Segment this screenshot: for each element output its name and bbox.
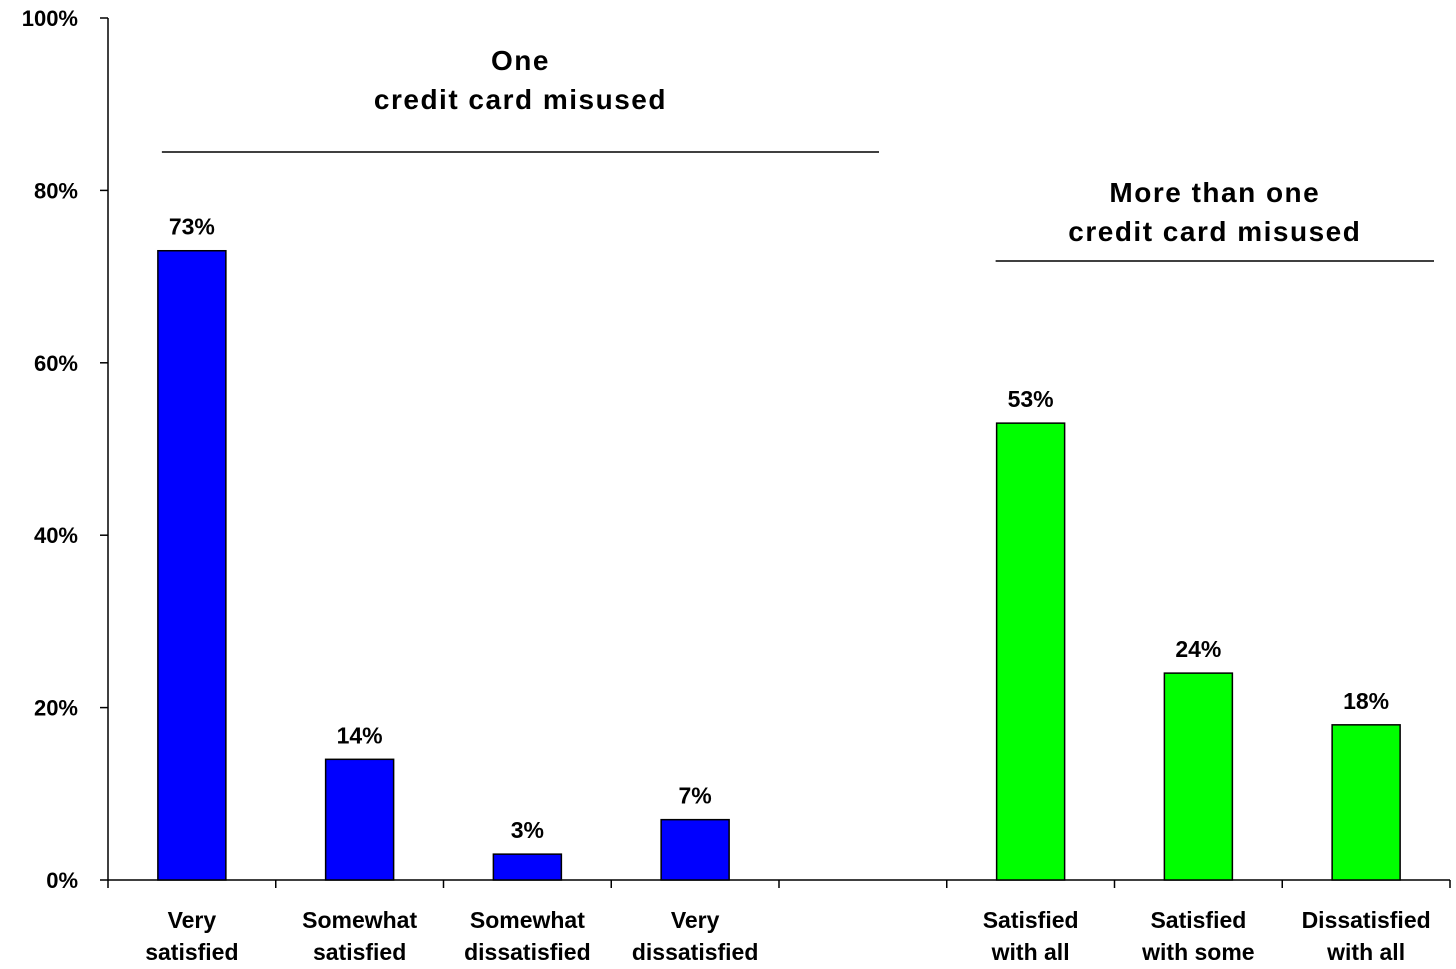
value-label: 73% <box>169 214 215 240</box>
y-tick-label: 100% <box>22 6 78 31</box>
bar <box>1331 724 1401 881</box>
bar <box>660 818 730 881</box>
category-label: with all <box>991 939 1070 964</box>
value-label: 53% <box>1008 386 1054 412</box>
y-tick-label: 60% <box>34 351 78 376</box>
category-label: with all <box>1326 939 1405 964</box>
category-label: Very <box>168 907 217 933</box>
bar <box>157 249 227 881</box>
group-titles: One credit card misused More than one credi… <box>161 45 1434 262</box>
group-title: One <box>491 45 550 76</box>
category-label: Satisfied <box>1150 907 1246 933</box>
category-label: Somewhat <box>470 907 585 933</box>
y-tick-label: 20% <box>34 696 78 721</box>
category-label: Satisfied <box>983 907 1079 933</box>
y-tick-label: 0% <box>46 868 78 893</box>
group-title: credit card misused <box>374 84 667 115</box>
bar <box>995 422 1066 881</box>
bars <box>157 249 1401 881</box>
category-label: satisfied <box>313 939 406 964</box>
value-label: 18% <box>1343 688 1389 714</box>
category-label: Very <box>671 907 720 933</box>
group-title: credit card misused <box>1068 216 1361 247</box>
group-title: More than one <box>1109 177 1320 208</box>
category-label: Somewhat <box>302 907 417 933</box>
value-label: 24% <box>1175 636 1221 662</box>
y-tick-label: 40% <box>34 523 78 548</box>
category-label: Dissatisfied <box>1302 907 1431 933</box>
value-label: 3% <box>511 817 544 843</box>
category-label: with some <box>1141 939 1254 964</box>
bar <box>1163 672 1234 881</box>
bar <box>324 758 395 881</box>
bar <box>492 853 563 881</box>
value-label: 7% <box>679 783 712 809</box>
value-label: 14% <box>337 722 383 748</box>
axes: 0% 20% 40% 60% 80% 100% <box>22 6 1451 893</box>
y-tick-label: 80% <box>34 178 78 203</box>
value-labels: 73% 14% 3% 7% 53% 24% 18% <box>169 214 1389 843</box>
category-label: dissatisfied <box>464 939 591 964</box>
x-tick-labels: Very satisfied Somewhat satisfied Somewhat di… <box>145 907 1431 965</box>
category-label: satisfied <box>145 939 238 964</box>
category-label: dissatisfied <box>632 939 759 964</box>
